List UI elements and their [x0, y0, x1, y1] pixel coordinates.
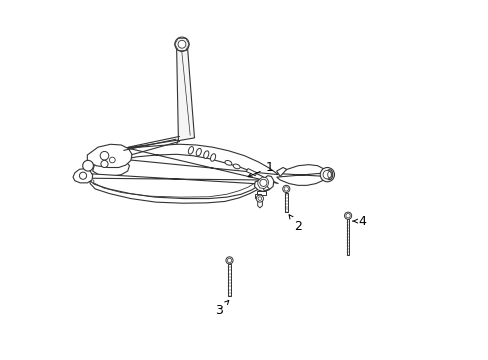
Bar — [285, 193, 287, 212]
Circle shape — [258, 197, 261, 201]
Polygon shape — [73, 168, 93, 183]
Circle shape — [227, 258, 231, 262]
Ellipse shape — [210, 154, 215, 161]
Ellipse shape — [188, 147, 193, 154]
Text: 4: 4 — [352, 215, 366, 228]
Polygon shape — [257, 192, 265, 195]
Polygon shape — [260, 180, 269, 191]
Polygon shape — [254, 176, 273, 192]
Circle shape — [101, 160, 108, 167]
Circle shape — [256, 195, 263, 202]
Polygon shape — [93, 159, 129, 176]
Circle shape — [282, 185, 289, 193]
Ellipse shape — [196, 148, 201, 156]
Polygon shape — [257, 177, 268, 189]
Polygon shape — [121, 140, 178, 149]
Circle shape — [82, 160, 93, 171]
Circle shape — [320, 167, 334, 182]
Polygon shape — [254, 194, 260, 198]
Bar — [346, 219, 348, 255]
Circle shape — [225, 257, 233, 264]
Circle shape — [175, 37, 189, 51]
Ellipse shape — [203, 151, 208, 158]
Ellipse shape — [325, 170, 332, 180]
Ellipse shape — [224, 161, 231, 165]
Circle shape — [100, 152, 108, 160]
Text: 3: 3 — [215, 301, 228, 317]
Bar — [228, 264, 230, 296]
Circle shape — [344, 212, 351, 219]
Ellipse shape — [327, 171, 331, 178]
Polygon shape — [276, 167, 286, 176]
Circle shape — [259, 179, 266, 186]
Circle shape — [323, 170, 331, 179]
Polygon shape — [87, 144, 132, 167]
Text: 2: 2 — [288, 215, 302, 233]
Polygon shape — [246, 168, 257, 176]
Polygon shape — [176, 45, 194, 141]
Circle shape — [345, 213, 349, 218]
Circle shape — [80, 172, 86, 179]
Circle shape — [109, 157, 115, 163]
Circle shape — [178, 40, 185, 48]
Text: 1: 1 — [247, 161, 273, 177]
Polygon shape — [276, 165, 325, 185]
Polygon shape — [123, 144, 278, 184]
Polygon shape — [257, 198, 262, 208]
Polygon shape — [86, 174, 264, 203]
Circle shape — [284, 187, 288, 191]
Ellipse shape — [233, 164, 240, 169]
